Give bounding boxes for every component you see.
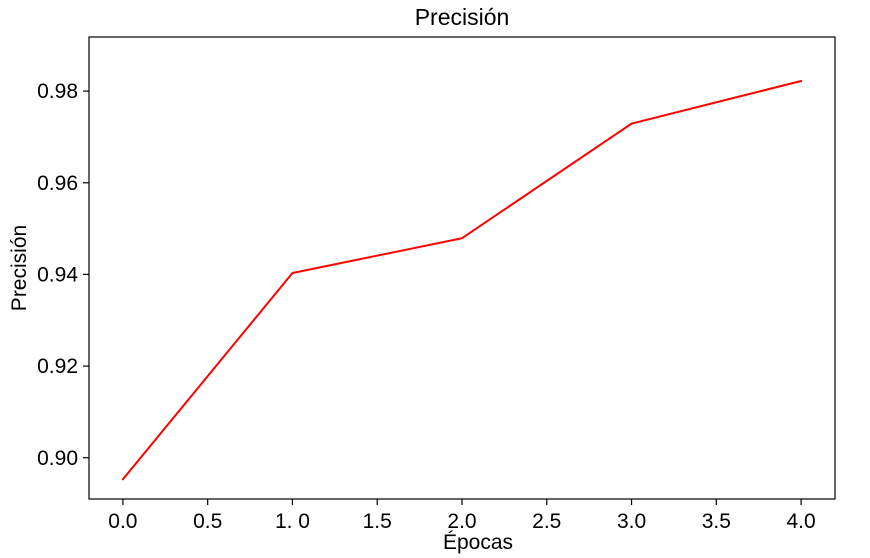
series-group	[123, 81, 801, 479]
x-tick-label: 3.5	[702, 510, 731, 533]
y-tick-label: 0.96	[37, 172, 78, 195]
x-tick-label: 0.5	[193, 510, 222, 533]
x-tick-label: 1.5	[363, 510, 392, 533]
y-tick-label: 0.94	[37, 263, 78, 286]
y-tick-label: 0.98	[37, 80, 78, 103]
x-tick-label: 3.0	[617, 510, 646, 533]
x-tick-label: 2.0	[447, 510, 476, 533]
x-tick-label: 0.0	[108, 510, 137, 533]
plot-area-frame	[89, 37, 835, 499]
y-tick-label: 0.92	[37, 355, 78, 378]
x-axis-ticks: 0.0 0.5 1. 0 1.5 2.0 2.5 3.0 3.5 4.0	[108, 499, 815, 533]
x-axis-label: Épocas	[443, 531, 513, 554]
y-tick-label: 0.90	[37, 447, 78, 470]
series-line	[123, 81, 801, 479]
x-tick-label: 4.0	[786, 510, 815, 533]
y-axis-ticks: 0.90 0.92 0.94 0.96 0.98	[37, 80, 89, 470]
x-tick-label: 2.5	[532, 510, 561, 533]
y-axis-label: Precisión	[8, 225, 31, 311]
chart-title: Precisión	[415, 4, 510, 30]
x-tick-label: 1. 0	[275, 510, 310, 533]
